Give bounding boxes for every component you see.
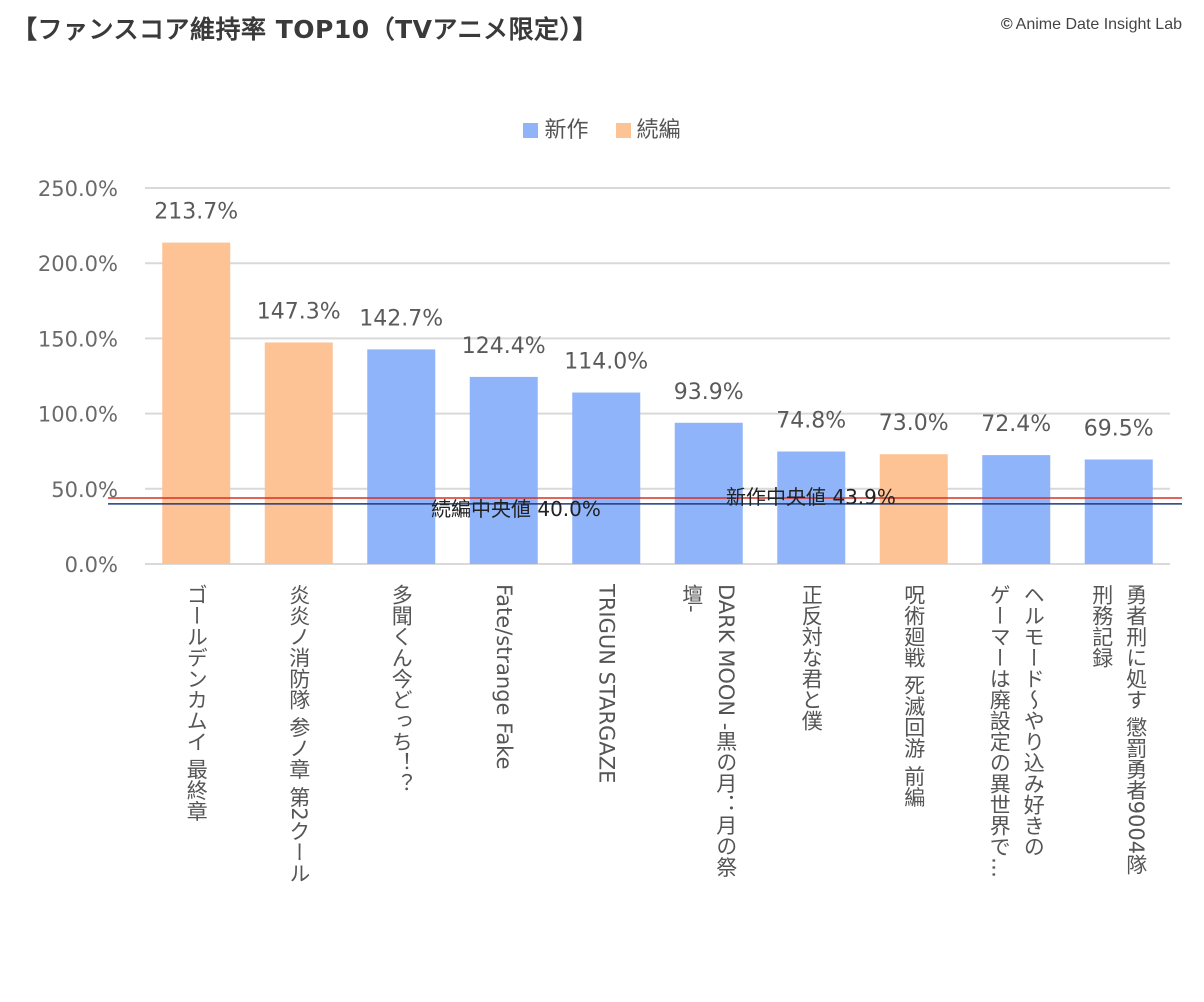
y-tick-label: 250.0%: [38, 177, 118, 201]
legend-label-sequel: 続編: [636, 118, 681, 143]
bar: [264, 342, 333, 564]
x-tick-label: 多聞くん今どっち！？: [389, 584, 413, 794]
x-tick-label: 呪術廻戦 死滅回游 前編: [902, 584, 926, 808]
legend-item-new: 新作: [523, 112, 589, 144]
data-label: 74.8%: [776, 409, 846, 434]
legend-swatch-sequel: [615, 123, 631, 138]
y-axis-ticks: 0.0% 50.0% 100.0% 150.0% 200.0% 250.0%: [38, 177, 118, 577]
median-lines: 新作中央値 43.9% 続編中央値 40.0%: [108, 485, 1182, 521]
y-tick-label: 150.0%: [38, 327, 118, 351]
bar: [777, 451, 846, 564]
data-labels: 213.7% 147.3% 142.7% 124.4% 114.0% 93.9% 74.8%…: [154, 200, 1153, 442]
x-tick-label: Fate/strange Fake: [492, 584, 516, 770]
y-tick-label: 50.0%: [51, 478, 118, 502]
bar: [572, 392, 641, 564]
data-label: 114.0%: [564, 350, 648, 375]
x-tick-label: 正反対な君と僕: [799, 584, 823, 731]
bar: [879, 454, 948, 564]
bar: [982, 455, 1051, 564]
data-label: 124.4%: [462, 334, 546, 359]
x-tick-label: ゴールデンカムイ 最終章: [184, 584, 208, 822]
x-tick-label: 刑務記録: [1090, 584, 1114, 668]
data-label: 93.9%: [674, 380, 744, 405]
x-tick-label: DARK MOON -黒の月：月の祭: [714, 584, 738, 878]
chart-legend: 新作 続編: [0, 112, 1204, 144]
y-tick-label: 200.0%: [38, 252, 118, 276]
data-label: 142.7%: [359, 306, 443, 331]
bar: [367, 349, 436, 564]
legend-swatch-new: [523, 123, 539, 138]
credit-text: Anime Date Insight Lab: [1015, 16, 1182, 33]
bar: [1084, 459, 1153, 564]
data-label: 213.7%: [154, 200, 238, 225]
data-label: 69.5%: [1084, 416, 1154, 441]
bar: [469, 376, 538, 564]
x-tick-label: ヘルモード～やり込み好きの: [1021, 584, 1045, 857]
x-tick-label: 勇者刑に処す 懲罰勇者9004隊: [1124, 584, 1148, 876]
bar: [674, 422, 743, 564]
data-label: 147.3%: [257, 299, 341, 324]
data-label: 73.0%: [879, 411, 949, 436]
bars: [162, 242, 1153, 564]
x-axis-labels: ゴールデンカムイ 最終章 炎炎ノ消防隊 参ノ章 第2クール 多聞くん今どっち！？ Fa…: [184, 583, 1148, 884]
credit: © Anime Date Insight Lab: [1001, 16, 1182, 34]
x-tick-label: 炎炎ノ消防隊 参ノ章 第2クール: [287, 584, 311, 884]
y-tick-label: 0.0%: [65, 553, 118, 577]
page-title: 【ファンスコア維持率 TOP10（TVアニメ限定）】: [12, 15, 599, 44]
median-label-sequel: 続編中央値 40.0%: [431, 497, 601, 521]
legend-label-new: 新作: [544, 118, 589, 143]
data-label: 72.4%: [981, 412, 1051, 437]
x-tick-label: 壇-: [680, 584, 704, 613]
median-label-new: 新作中央値 43.9%: [726, 485, 896, 509]
legend-item-sequel: 続編: [615, 112, 681, 144]
y-tick-label: 100.0%: [38, 403, 118, 427]
x-tick-label: TRIGUN STARGAZE: [594, 583, 618, 783]
x-tick-label: ゲーマーは廃設定の異世界で…: [987, 584, 1011, 878]
bar: [162, 242, 231, 564]
copyright-icon: ©: [1000, 16, 1013, 33]
